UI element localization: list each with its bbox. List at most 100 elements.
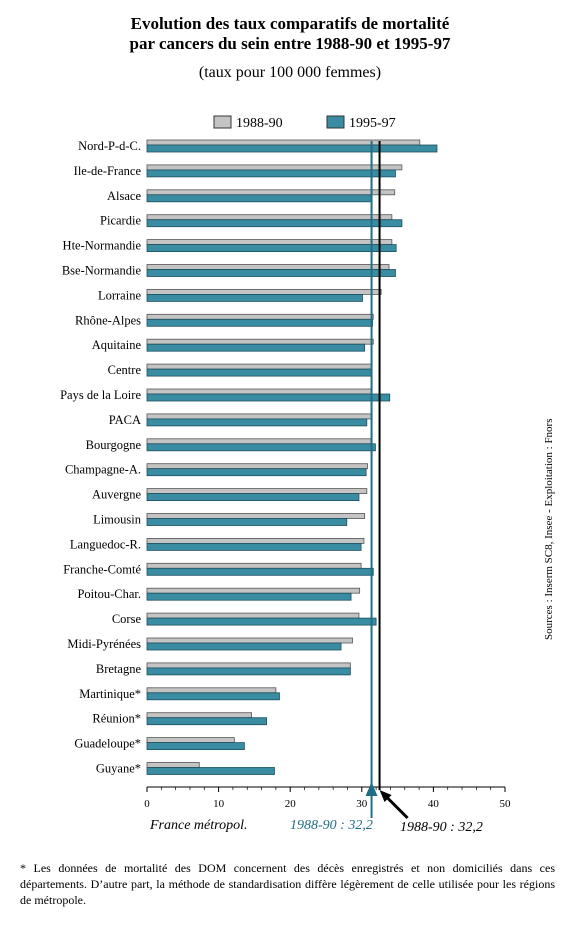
- reference-arrow-black-head: [379, 790, 392, 802]
- bar-1995-97: [146, 219, 403, 228]
- bar-1995-97: [146, 717, 267, 726]
- bar-1988-90: [146, 612, 360, 619]
- bar-1995-97: [146, 169, 396, 178]
- category-label: Nord-P-d-C.: [78, 139, 141, 153]
- category-label: Aquitaine: [92, 338, 142, 352]
- bar-chart: 1988-90 1995-97 Nord-P-d-C. Ile-de-France Al…: [60, 115, 512, 835]
- bar-1995-97: [146, 692, 280, 701]
- bar-1988-90: [146, 762, 200, 768]
- category-label: Franche-Comté: [63, 562, 141, 576]
- bar-1995-97: [146, 368, 372, 377]
- category-label: Lorraine: [98, 288, 141, 302]
- category-label: Midi-Pyrénées: [67, 637, 141, 651]
- chart-title: Evolution des taux comparatifs de mortal…: [0, 14, 580, 54]
- bar-1988-90: [146, 264, 390, 270]
- bar-1995-97: [146, 318, 373, 327]
- x-tick-label: 10: [213, 798, 225, 810]
- x-tick-label: 20: [285, 798, 297, 810]
- category-label: Picardie: [100, 214, 141, 228]
- source-note: Sources : Inserm SC8, Insee - Exploitati…: [543, 418, 555, 640]
- x-tick-label: 30: [356, 798, 368, 810]
- bar-1995-97: [146, 418, 368, 427]
- bar-1988-90: [146, 239, 393, 246]
- category-label: Bourgogne: [86, 438, 142, 452]
- bar-1995-97: [146, 293, 363, 302]
- bar-1988-90: [146, 438, 372, 445]
- category-label: Bretagne: [96, 662, 142, 676]
- bar-1988-90: [146, 189, 396, 196]
- bar-1988-90: [146, 513, 366, 519]
- bar-1995-97: [146, 742, 245, 750]
- category-label: Pays de la Loire: [60, 388, 141, 402]
- category-label: Auvergne: [92, 488, 142, 502]
- bar-1995-97: [146, 443, 376, 452]
- bar-1988-90: [146, 637, 353, 644]
- bar-1995-97: [146, 667, 351, 676]
- x-tick-label: 0: [144, 798, 150, 810]
- category-label: Corse: [112, 612, 142, 626]
- chart-title-line-1: Evolution des taux comparatifs de mortal…: [130, 14, 450, 33]
- bar-1988-90: [146, 538, 365, 544]
- legend: 1988-90 1995-97: [213, 115, 396, 131]
- bar-1988-90: [146, 363, 373, 370]
- legend-swatch-1988-90: [213, 115, 232, 129]
- bar-1995-97: [146, 543, 362, 551]
- bar-1995-97: [146, 767, 275, 775]
- bar-1995-97: [146, 269, 396, 277]
- category-label: PACA: [109, 413, 141, 427]
- bar-1988-90: [146, 164, 403, 171]
- bar-1995-97: [146, 393, 391, 402]
- x-tick-label: 40: [428, 798, 440, 810]
- bar-1988-90: [146, 313, 374, 320]
- bar-1988-90: [146, 338, 374, 345]
- reference-label-teal: 1988-90 : 32,2: [290, 818, 373, 833]
- category-label: Guyane*: [96, 762, 141, 776]
- bar-1988-90: [146, 662, 351, 669]
- bar-1988-90: [146, 587, 361, 594]
- bar-1988-90: [146, 712, 252, 719]
- category-label: Guadeloupe*: [74, 737, 141, 751]
- bar-1988-90: [146, 463, 368, 470]
- bar-1988-90: [146, 388, 373, 395]
- category-label: Bse-Normandie: [62, 264, 142, 278]
- chart-title-line-2: par cancers du sein entre 1988-90 et 199…: [129, 34, 451, 53]
- category-label: Rhône-Alpes: [75, 313, 141, 327]
- bar-1988-90: [146, 413, 373, 420]
- legend-label-1995-97: 1995-97: [349, 116, 396, 131]
- category-label: Alsace: [107, 189, 141, 203]
- category-label: Réunion*: [92, 712, 141, 726]
- reference-arrow-black-stem: [384, 794, 409, 820]
- footnote: * Les données de mortalité des DOM conce…: [20, 861, 555, 907]
- reference-caption: France métropol.: [149, 818, 247, 833]
- category-label: Poitou-Char.: [77, 587, 141, 601]
- category-label: Martinique*: [79, 687, 141, 701]
- bar-1995-97: [146, 493, 360, 502]
- bar-1988-90: [146, 214, 393, 221]
- bar-1988-90: [146, 488, 368, 495]
- bar-1988-90: [146, 737, 235, 743]
- bar-1995-97: [146, 343, 366, 352]
- bar-1995-97: [146, 144, 438, 153]
- chart-subtitle: (taux pour 100 000 femmes): [198, 64, 382, 81]
- category-label: Champagne-A.: [65, 463, 141, 477]
- category-label: Ile-de-France: [74, 164, 142, 178]
- bar-1988-90: [146, 288, 382, 295]
- bar-1995-97: [146, 468, 367, 477]
- category-label: Hte-Normandie: [63, 239, 142, 253]
- legend-label-1988-90: 1988-90: [236, 116, 283, 131]
- bar-1988-90: [146, 562, 362, 569]
- bar-1995-97: [146, 642, 342, 651]
- bar-1995-97: [146, 617, 377, 626]
- bar-1995-97: [146, 194, 373, 203]
- category-label: Languedoc-R.: [70, 537, 141, 551]
- legend-swatch-1995-97: [326, 115, 345, 129]
- reference-label-black: 1988-90 : 32,2: [400, 820, 483, 835]
- category-label: Limousin: [93, 513, 142, 527]
- category-label: Centre: [108, 363, 142, 377]
- bar-1995-97: [146, 592, 352, 601]
- bar-1995-97: [146, 518, 348, 526]
- bar-1988-90: [146, 687, 277, 694]
- bar-1995-97: [146, 244, 397, 253]
- x-tick-label: 50: [500, 798, 512, 810]
- bar-1995-97: [146, 567, 374, 576]
